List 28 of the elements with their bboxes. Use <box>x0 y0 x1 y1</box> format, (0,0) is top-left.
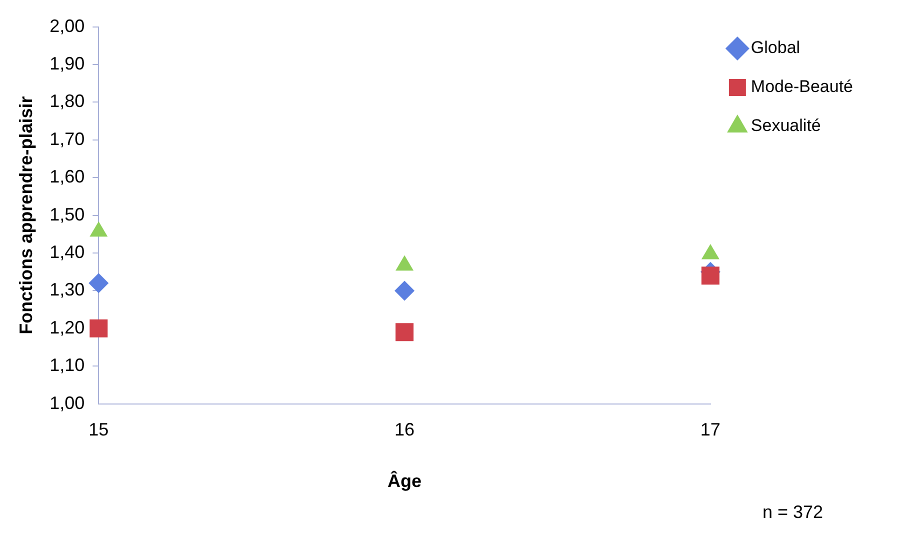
legend-label: Mode-Beauté <box>750 77 854 96</box>
x-tick-label: 16 <box>394 420 415 440</box>
y-axis-title: Fonctions apprendre-plaisir <box>16 96 36 334</box>
y-tick-label: 2,00 <box>50 16 85 36</box>
y-tick-label: 1,80 <box>50 91 85 112</box>
y-tick-label: 1,70 <box>50 128 85 149</box>
y-tick-label: 1,20 <box>50 317 85 338</box>
x-axis-title: Âge <box>388 470 422 492</box>
x-tick-label: 15 <box>88 420 109 440</box>
point <box>396 255 414 271</box>
point <box>394 280 415 301</box>
y-tick-label: 1,30 <box>50 280 85 300</box>
y-tick-label: 1,60 <box>50 166 85 187</box>
legend-label: Sexualité <box>750 116 821 136</box>
point <box>90 319 108 338</box>
x-tick-label: 17 <box>700 420 720 440</box>
point <box>90 221 108 237</box>
text: n = 372 <box>762 502 823 523</box>
y-tick-label: 1,40 <box>50 242 85 262</box>
legend-label: Global <box>750 38 800 58</box>
point <box>701 244 720 260</box>
point <box>701 266 720 285</box>
point <box>396 323 414 342</box>
y-tick-label: 1,10 <box>50 355 85 376</box>
y-tick-label: 1,90 <box>50 53 85 74</box>
y-tick-label: 1,00 <box>50 392 85 413</box>
y-tick-label: 1,50 <box>50 204 85 224</box>
point <box>88 273 109 294</box>
